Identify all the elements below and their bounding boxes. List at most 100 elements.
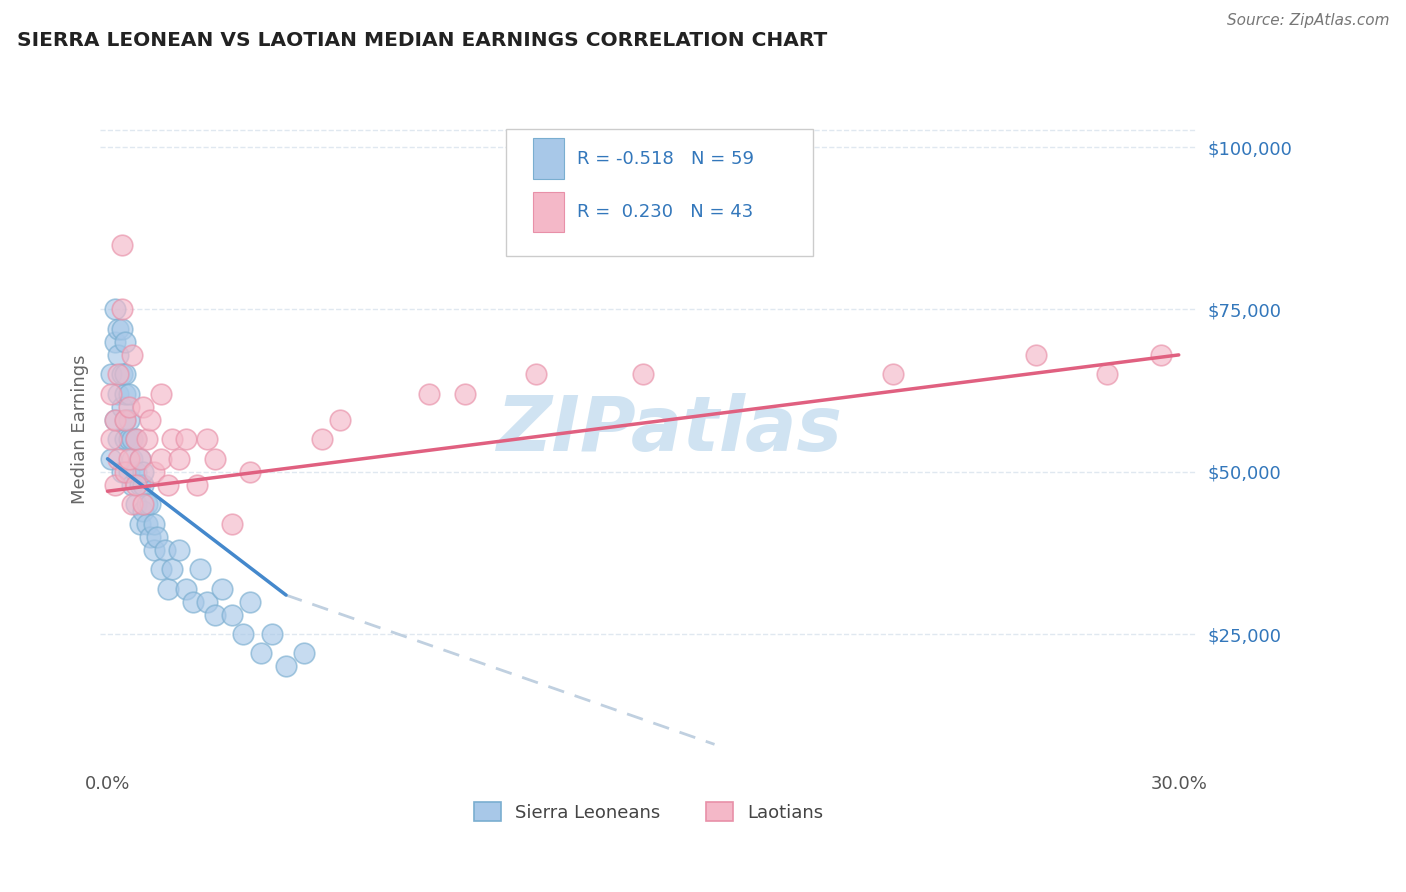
Point: [239, 594, 262, 608]
Point: [150, 451, 173, 466]
Point: [167, 451, 190, 466]
Point: [100, 368, 122, 382]
Legend: Sierra Leoneans, Laotians: Sierra Leoneans, Laotians: [474, 802, 824, 822]
Point: [118, 465, 141, 479]
Point: [107, 451, 129, 466]
Point: [135, 516, 157, 531]
Point: [121, 477, 143, 491]
Point: [111, 322, 134, 336]
Text: SIERRA LEONEAN VS LAOTIAN MEDIAN EARNINGS CORRELATION CHART: SIERRA LEONEAN VS LAOTIAN MEDIAN EARNING…: [17, 31, 827, 50]
Point: [135, 432, 157, 446]
Point: [100, 432, 122, 446]
Point: [160, 432, 183, 446]
Point: [311, 432, 333, 446]
Point: [118, 400, 141, 414]
Point: [157, 582, 180, 596]
Point: [128, 451, 150, 466]
Point: [150, 562, 173, 576]
Point: [114, 368, 136, 382]
Point: [132, 465, 155, 479]
Point: [104, 477, 127, 491]
Point: [186, 477, 208, 491]
Point: [118, 413, 141, 427]
Point: [111, 465, 134, 479]
Point: [125, 432, 148, 446]
Point: [125, 465, 148, 479]
Y-axis label: Median Earnings: Median Earnings: [72, 355, 89, 504]
Point: [139, 413, 162, 427]
Point: [418, 387, 440, 401]
Point: [125, 432, 148, 446]
Point: [132, 504, 155, 518]
Point: [121, 497, 143, 511]
Point: [260, 627, 283, 641]
Point: [125, 497, 148, 511]
Point: [250, 647, 273, 661]
Point: [146, 530, 169, 544]
Point: [128, 516, 150, 531]
Point: [1097, 368, 1119, 382]
Point: [221, 607, 243, 622]
Point: [118, 451, 141, 466]
Point: [111, 237, 134, 252]
Point: [188, 562, 211, 576]
Point: [132, 400, 155, 414]
Point: [121, 348, 143, 362]
Point: [118, 387, 141, 401]
Point: [114, 334, 136, 349]
Point: [274, 659, 297, 673]
FancyBboxPatch shape: [506, 128, 813, 256]
Point: [114, 413, 136, 427]
Point: [118, 432, 141, 446]
Point: [111, 302, 134, 317]
Point: [100, 451, 122, 466]
Point: [292, 647, 315, 661]
Point: [104, 413, 127, 427]
Point: [132, 477, 155, 491]
Point: [882, 368, 904, 382]
Point: [174, 582, 197, 596]
Point: [174, 432, 197, 446]
Point: [181, 594, 204, 608]
Point: [157, 477, 180, 491]
Point: [114, 465, 136, 479]
Point: [128, 451, 150, 466]
Point: [204, 451, 226, 466]
Point: [114, 413, 136, 427]
Point: [1150, 348, 1173, 362]
Point: [135, 497, 157, 511]
Point: [239, 465, 262, 479]
Text: Source: ZipAtlas.com: Source: ZipAtlas.com: [1226, 13, 1389, 29]
Point: [121, 432, 143, 446]
Point: [211, 582, 233, 596]
Point: [139, 530, 162, 544]
Point: [524, 368, 547, 382]
Point: [132, 497, 155, 511]
Text: R = -0.518   N = 59: R = -0.518 N = 59: [578, 150, 754, 168]
Point: [128, 477, 150, 491]
Point: [114, 432, 136, 446]
Point: [125, 477, 148, 491]
Point: [329, 413, 352, 427]
Point: [160, 562, 183, 576]
Point: [121, 451, 143, 466]
Point: [107, 368, 129, 382]
Point: [197, 432, 219, 446]
Point: [197, 594, 219, 608]
Point: [1025, 348, 1047, 362]
Point: [142, 516, 165, 531]
Point: [107, 387, 129, 401]
Text: ZIPatlas: ZIPatlas: [498, 392, 844, 467]
Point: [150, 387, 173, 401]
Point: [139, 497, 162, 511]
Text: R =  0.230   N = 43: R = 0.230 N = 43: [578, 203, 754, 221]
FancyBboxPatch shape: [533, 138, 564, 178]
Point: [153, 542, 176, 557]
Point: [453, 387, 475, 401]
Point: [104, 302, 127, 317]
Point: [114, 387, 136, 401]
Point: [104, 413, 127, 427]
FancyBboxPatch shape: [533, 192, 564, 232]
Point: [142, 465, 165, 479]
Point: [104, 334, 127, 349]
